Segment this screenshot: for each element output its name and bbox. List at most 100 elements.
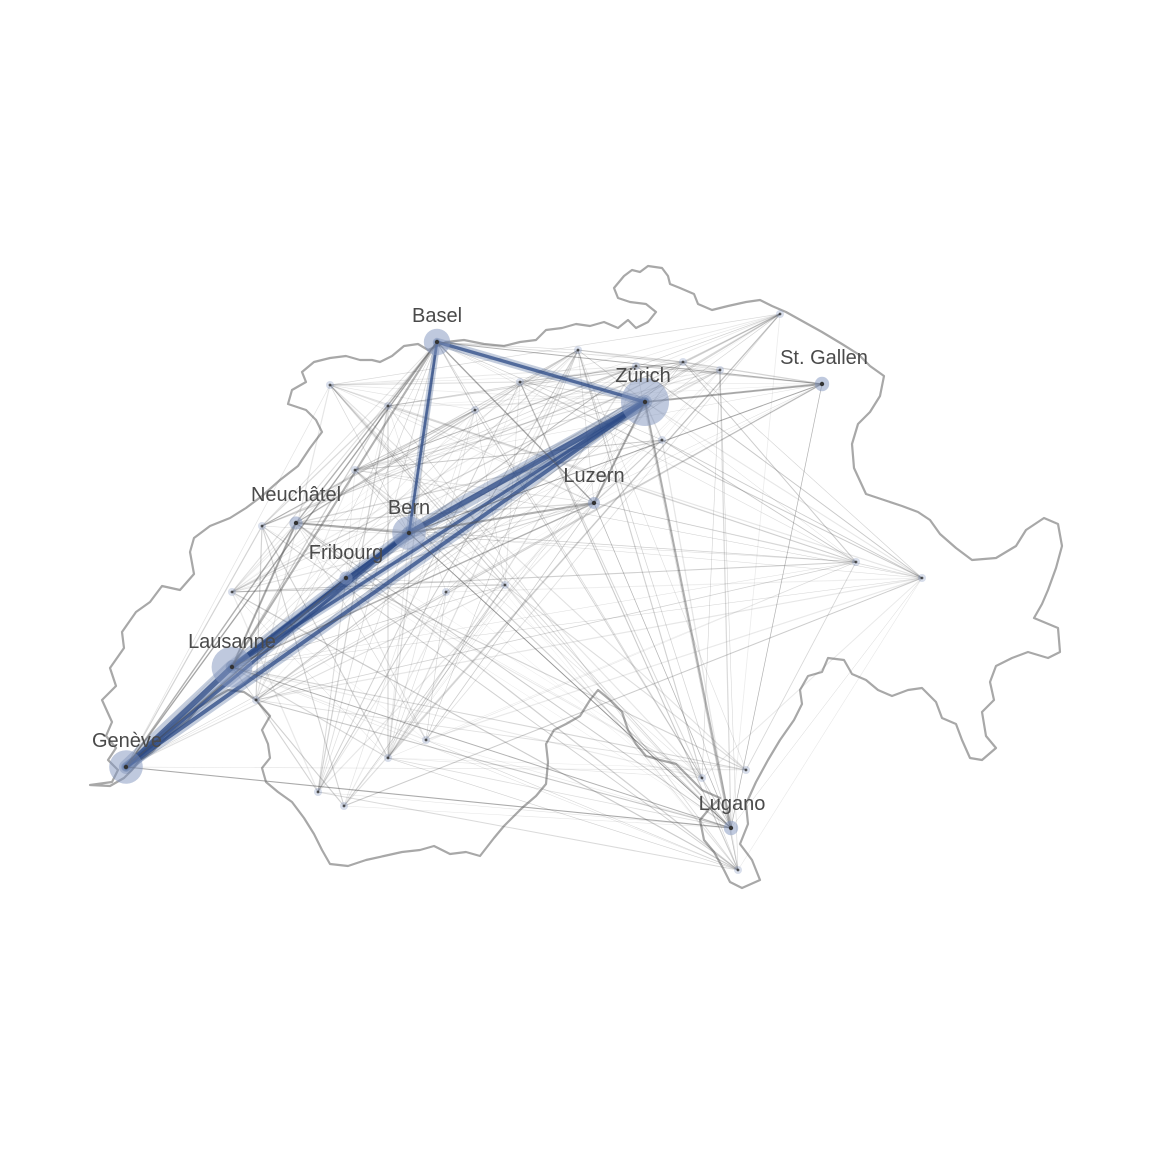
minor-flow-edge bbox=[661, 369, 721, 441]
minor-node-la_chaux_de_fonds bbox=[260, 524, 264, 528]
minor-flow-edge bbox=[231, 591, 389, 759]
minor-flow-edge bbox=[255, 699, 345, 807]
city-label-st_gallen: St. Gallen bbox=[780, 347, 868, 369]
city-label-neuchatel: Neuchâtel bbox=[251, 484, 341, 506]
minor-flow-edge bbox=[635, 365, 739, 871]
minor-flow-edge bbox=[425, 561, 857, 741]
minor-flow-edge bbox=[125, 766, 747, 771]
minor-flow-edge bbox=[125, 525, 263, 768]
minor-flow-edge bbox=[661, 439, 923, 579]
minor-flow-edge bbox=[425, 577, 923, 741]
minor-node-brig bbox=[424, 738, 428, 742]
minor-flow-edge bbox=[577, 349, 703, 779]
minor-flow-edge bbox=[701, 777, 732, 829]
minor-flow-edge bbox=[737, 577, 923, 871]
minor-flow-edge bbox=[231, 522, 297, 668]
flow-edge-geneve-zurich bbox=[124, 400, 647, 769]
minor-flow-edge bbox=[661, 439, 857, 563]
minor-flow-edge bbox=[425, 502, 595, 741]
minor-node-mendrisio bbox=[736, 868, 740, 872]
minor-flow-edge bbox=[577, 349, 747, 771]
city-node-bern-center bbox=[406, 530, 412, 536]
minor-flow-edge bbox=[261, 525, 857, 563]
minor-flow-edge bbox=[125, 384, 331, 768]
minor-flow-edge bbox=[577, 349, 857, 563]
minor-flow-edge bbox=[425, 591, 447, 741]
flow-edge-basel-luzern bbox=[436, 341, 595, 504]
minor-flow-edge bbox=[231, 561, 857, 668]
minor-flow-edge bbox=[387, 757, 703, 779]
minor-flow-edge bbox=[436, 341, 703, 779]
flow-edge-lugano-zurich bbox=[643, 400, 733, 830]
minor-flow-edge bbox=[317, 349, 579, 793]
city-node-st_gallen-center bbox=[819, 381, 825, 387]
minor-flow-edge bbox=[345, 439, 663, 579]
minor-flow-edge bbox=[644, 401, 923, 579]
minor-flow-edge bbox=[387, 361, 684, 407]
city-node-lausanne-center bbox=[229, 664, 235, 670]
minor-flow-edge bbox=[295, 439, 663, 524]
minor-flow-edge bbox=[255, 401, 646, 701]
minor-flow-edge bbox=[329, 384, 595, 504]
minor-flow-edge bbox=[425, 739, 732, 829]
minor-flow-edge bbox=[635, 365, 923, 579]
minor-flow-edge bbox=[329, 384, 732, 829]
minor-flow-edge bbox=[329, 384, 646, 403]
minor-flow-edge bbox=[730, 313, 781, 829]
minor-flow-edge bbox=[255, 699, 732, 829]
minor-flow-edge bbox=[343, 409, 476, 807]
minor-flow-edge bbox=[231, 666, 703, 779]
minor-flow-edge bbox=[387, 401, 646, 407]
minor-flow-edge bbox=[593, 383, 823, 504]
minor-flow-edge bbox=[329, 384, 476, 411]
minor-flow-edge bbox=[295, 469, 356, 524]
minor-flow-edge bbox=[317, 502, 595, 793]
city-node-geneve-center bbox=[123, 764, 129, 770]
minor-flow-edge bbox=[343, 349, 579, 807]
city-node-basel-center bbox=[434, 339, 440, 345]
minor-flow-edge bbox=[387, 313, 781, 759]
minor-flow-edge bbox=[261, 365, 637, 527]
minor-node-locarno bbox=[700, 776, 704, 780]
minor-flow-edge bbox=[474, 409, 506, 586]
country-border bbox=[88, 264, 1064, 890]
minor-flow-edge bbox=[295, 522, 739, 871]
minor-node-bellinzona bbox=[744, 768, 748, 772]
minor-flow-edge bbox=[231, 313, 781, 593]
minor-flow-edge bbox=[255, 383, 823, 701]
minor-flow-edge bbox=[231, 577, 923, 668]
minor-flow-edge bbox=[329, 313, 781, 386]
minor-flow-edge bbox=[425, 739, 739, 871]
flow-edge-basel-lausanne bbox=[230, 340, 439, 669]
minor-flow-edge bbox=[504, 439, 663, 586]
flow-edge-lugano-lausanne bbox=[231, 666, 732, 829]
minor-flow-edge bbox=[387, 757, 732, 829]
minor-flow-edge bbox=[408, 365, 637, 534]
minor-flow-edge bbox=[593, 502, 857, 563]
minor-flow-edge bbox=[261, 525, 345, 807]
minor-flow-edge bbox=[231, 383, 823, 668]
minor-flow-edge bbox=[295, 349, 579, 524]
minor-flow-edge bbox=[343, 584, 506, 807]
minor-flow-edge bbox=[519, 349, 579, 383]
minor-flow-edge bbox=[682, 361, 923, 579]
minor-flow-edge bbox=[682, 313, 781, 363]
minor-flow-edge bbox=[295, 522, 347, 579]
minor-flow-edge bbox=[504, 584, 739, 871]
minor-flow-edge bbox=[329, 384, 857, 563]
minor-flow-edge bbox=[255, 313, 781, 701]
minor-flow-edge bbox=[255, 577, 923, 701]
minor-flow-edge bbox=[635, 365, 721, 371]
minor-node-zug bbox=[660, 438, 664, 442]
minor-node-baden bbox=[576, 348, 580, 352]
minor-flow-edge bbox=[261, 409, 476, 527]
minor-flow-edge bbox=[295, 522, 732, 829]
minor-flow-edge bbox=[387, 757, 739, 871]
minor-flow-edge bbox=[329, 384, 703, 779]
minor-flow-edge bbox=[577, 349, 721, 371]
minor-flow-edge bbox=[125, 699, 257, 768]
minor-flow-edge bbox=[255, 341, 438, 701]
minor-flow-edge bbox=[519, 365, 637, 383]
minor-flow-edge bbox=[329, 381, 521, 386]
minor-flow-edge bbox=[231, 591, 427, 741]
